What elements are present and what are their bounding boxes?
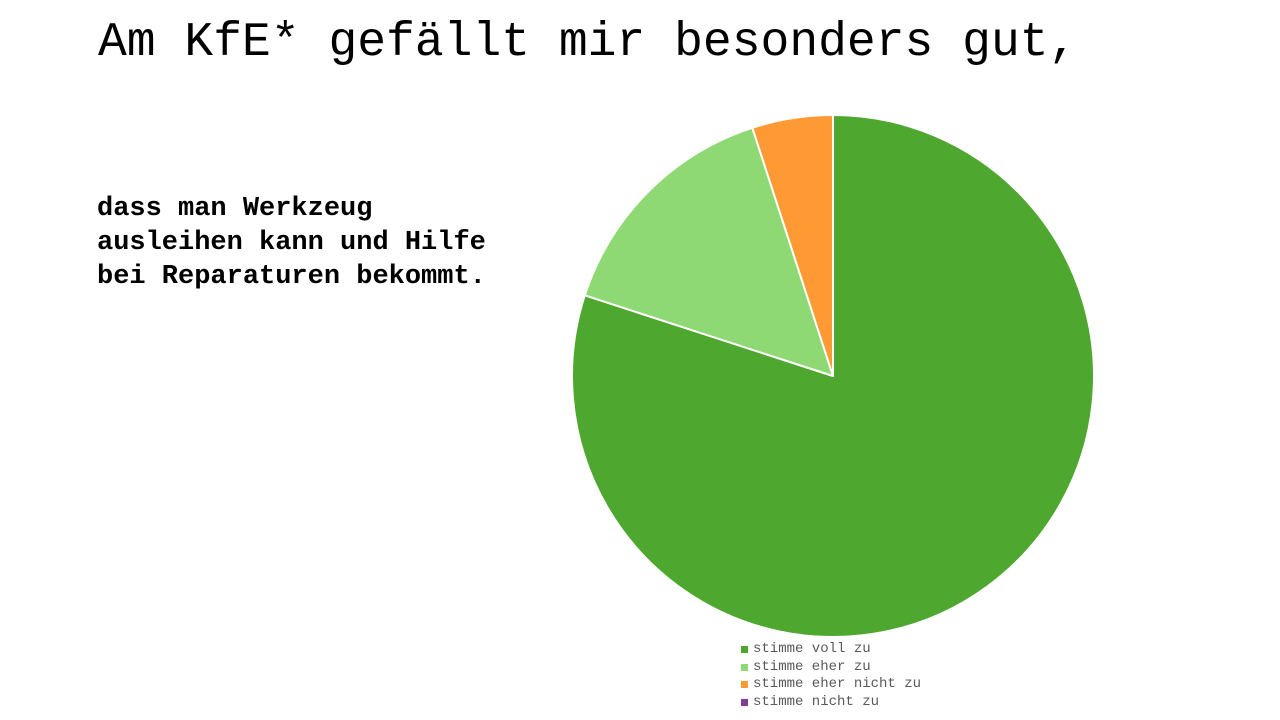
legend-item: stimme nicht zu	[741, 694, 921, 712]
legend-item: stimme voll zu	[741, 641, 921, 659]
pie-slice-stimme-eher-zu	[583, 126, 834, 377]
legend-item: stimme eher zu	[741, 659, 921, 677]
legend-swatch	[741, 646, 748, 654]
slide-title: Am KfE* gefällt mir besonders gut,	[98, 16, 1078, 70]
pie-slice-stimme-voll-zu	[571, 114, 1095, 638]
chart-legend: stimme voll zu stimme eher zu stimme eher …	[741, 641, 921, 711]
pie-slice-stimme-eher-nicht-zu	[751, 114, 834, 377]
pie-slices	[571, 114, 1095, 638]
legend-label: stimme eher nicht zu	[753, 676, 922, 692]
slide-subtitle: dass man Werkzeug ausleihen kann und Hil…	[97, 194, 486, 292]
legend-swatch	[741, 698, 748, 706]
legend-item: stimme eher nicht zu	[741, 676, 921, 694]
legend-swatch	[741, 663, 748, 671]
legend-label: stimme voll zu	[753, 641, 871, 657]
legend-label: stimme nicht zu	[753, 693, 880, 710]
legend-label: stimme eher zu	[753, 658, 871, 675]
legend-swatch	[741, 681, 748, 689]
